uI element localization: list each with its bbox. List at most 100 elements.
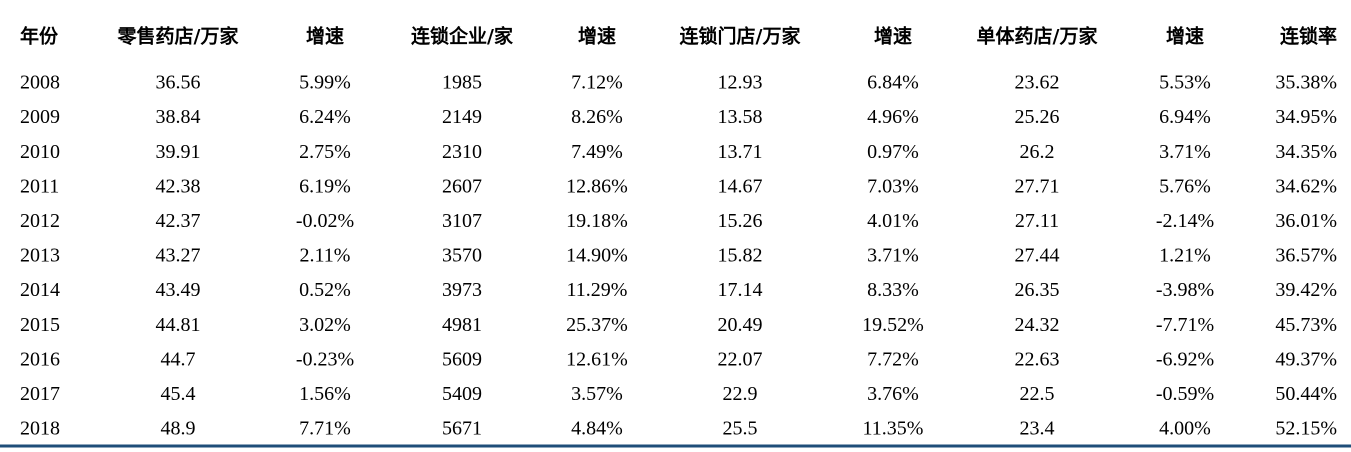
table-cell: -3.98%	[1156, 279, 1214, 301]
table-cell: 52.15%	[1275, 418, 1337, 440]
table-cell: 35.38%	[1275, 72, 1337, 94]
table-cell: 39.91	[156, 141, 201, 163]
table-cell: 22.9	[723, 383, 758, 405]
table-cell: 23.62	[1015, 72, 1060, 94]
table-cell: 27.71	[1015, 175, 1060, 197]
table-cell: 42.37	[156, 210, 201, 232]
table-cell: 2017	[20, 383, 60, 405]
table-cell: 2149	[442, 106, 482, 128]
table-cell: 25.5	[723, 418, 758, 440]
table-cell: 15.26	[718, 210, 763, 232]
header-cell: 零售药店/万家	[117, 25, 240, 48]
table-cell: 44.7	[161, 348, 196, 370]
table-cell: 6.24%	[299, 106, 351, 128]
table-cell: 2009	[20, 106, 60, 128]
table-cell: 7.12%	[571, 72, 623, 94]
table-cell: 0.97%	[867, 141, 919, 163]
table-cell: 2018	[20, 418, 60, 440]
header-cell: 连锁门店/万家	[680, 25, 802, 48]
table-cell: 2010	[20, 141, 60, 163]
table-cell: 3.76%	[867, 383, 919, 405]
table-cell: 34.95%	[1275, 106, 1337, 128]
table-cell: 2607	[442, 175, 482, 197]
table-cell: -0.59%	[1156, 383, 1214, 405]
table-cell: 12.61%	[566, 348, 628, 370]
table-cell: 8.26%	[571, 106, 623, 128]
table-cell: 36.56	[156, 72, 201, 94]
table-cell: 50.44%	[1275, 383, 1337, 405]
table-cell: 4981	[442, 314, 482, 336]
table-cell: 2013	[20, 245, 60, 267]
table-cell: 3107	[442, 210, 482, 232]
table-cell: 22.07	[718, 348, 763, 370]
table-cell: -0.23%	[296, 348, 354, 370]
table-cell: 24.32	[1015, 314, 1060, 336]
table-cell: 3.71%	[867, 245, 919, 267]
table-cell: 2012	[20, 210, 60, 232]
table-cell: 7.03%	[867, 175, 919, 197]
table-cell: 14.90%	[566, 245, 628, 267]
table-cell: 2011	[20, 175, 59, 197]
table-cell: 2015	[20, 314, 60, 336]
table-cell: 5.76%	[1159, 175, 1211, 197]
table-cell: 5.99%	[299, 72, 351, 94]
table-cell: 25.26	[1015, 106, 1060, 128]
table-cell: 27.11	[1015, 210, 1059, 232]
table-cell: 38.84	[156, 106, 201, 128]
header-cell: 增速	[578, 25, 616, 48]
table-cell: 2.11%	[300, 245, 351, 267]
table-cell: 6.84%	[867, 72, 919, 94]
table-cell: 5409	[442, 383, 482, 405]
table-cell: -2.14%	[1156, 210, 1214, 232]
table-cell: 22.63	[1015, 348, 1060, 370]
table-cell: 2.75%	[299, 141, 351, 163]
header-cell: 增速	[306, 25, 344, 48]
table-cell: 42.38	[156, 175, 201, 197]
header-cell: 连锁企业/家	[411, 25, 514, 48]
table-cell: 20.49	[718, 314, 763, 336]
table-cell: 4.96%	[867, 106, 919, 128]
table-cell: 1.21%	[1159, 245, 1211, 267]
table-cell: 1985	[442, 72, 482, 94]
table-cell: 13.71	[718, 141, 763, 163]
table-cell: 2016	[20, 348, 60, 370]
table-cell: -6.92%	[1156, 348, 1214, 370]
table-cell: 4.01%	[867, 210, 919, 232]
table-cell: 44.81	[156, 314, 201, 336]
table-cell: 12.93	[718, 72, 763, 94]
table-cell: 49.37%	[1275, 348, 1337, 370]
table-cell: 7.72%	[867, 348, 919, 370]
table-cell: 3973	[442, 279, 482, 301]
table-cell: 5671	[442, 418, 482, 440]
table-cell: 36.01%	[1275, 210, 1337, 232]
header-cell: 单体药店/万家	[977, 25, 1099, 48]
table-cell: 8.33%	[867, 279, 919, 301]
table-cell: -0.02%	[296, 210, 354, 232]
table-cell: 27.44	[1015, 245, 1060, 267]
table-cell: 34.35%	[1275, 141, 1337, 163]
header-cell: 增速	[874, 25, 912, 48]
table-cell: 4.00%	[1159, 418, 1211, 440]
table-cell: 11.35%	[863, 418, 924, 440]
table-cell: 3570	[442, 245, 482, 267]
table-cell: 45.4	[161, 383, 196, 405]
table-cell: 13.58	[718, 106, 763, 128]
table-cell: 19.52%	[862, 314, 924, 336]
header-cell: 增速	[1166, 25, 1204, 48]
table-cell: 6.94%	[1159, 106, 1211, 128]
table-cell: 5.53%	[1159, 72, 1211, 94]
table-cell: 5609	[442, 348, 482, 370]
table-cell: 2008	[20, 72, 60, 94]
table-cell: 6.19%	[299, 175, 351, 197]
table-cell: 4.84%	[571, 418, 623, 440]
table-cell: 36.57%	[1275, 245, 1337, 267]
table-cell: 2014	[20, 279, 60, 301]
table-cell: 11.29%	[567, 279, 628, 301]
table-cell: 0.52%	[299, 279, 351, 301]
table-cell: 34.62%	[1275, 175, 1337, 197]
table-cell: 19.18%	[566, 210, 628, 232]
header-cell: 年份	[20, 25, 59, 48]
table-cell: 7.49%	[571, 141, 623, 163]
table-cell: 17.14	[718, 279, 763, 301]
table-cell: 3.57%	[571, 383, 623, 405]
